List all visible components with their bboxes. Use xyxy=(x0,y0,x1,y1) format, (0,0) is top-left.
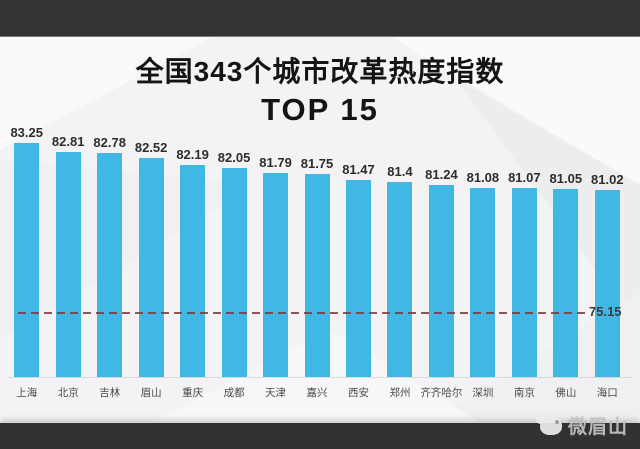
weimeishan-logo-icon xyxy=(535,414,562,435)
bar-value-label: 81.24 xyxy=(425,166,458,182)
x-axis-label: 西安 xyxy=(347,387,369,399)
bar-value-label: 81.05 xyxy=(549,170,583,186)
bar xyxy=(553,188,579,377)
bar-value-label: 83.25 xyxy=(10,125,43,141)
x-axis-label: 吉林 xyxy=(99,387,121,399)
bar-column: 82.81 北京 xyxy=(47,134,88,399)
x-axis-label: 嘉兴 xyxy=(306,387,328,399)
bar-column: 82.05 成都 xyxy=(213,150,254,399)
bar-value-label: 81.02 xyxy=(591,171,624,187)
bar-value-label: 81.08 xyxy=(466,170,500,186)
x-axis-line xyxy=(8,377,632,378)
x-axis-label: 郑州 xyxy=(389,387,411,399)
bar-value-label: 81.47 xyxy=(342,162,375,178)
x-axis-label: 眉山 xyxy=(140,387,162,399)
x-axis-label: 北京 xyxy=(57,387,79,399)
reference-line xyxy=(18,311,588,314)
x-axis-label: 上海 xyxy=(16,387,38,399)
bar-column: 81.07 南京 xyxy=(504,170,545,399)
bar-chart: 83.25 上海 82.81 北京 82.78 吉林 82.52 眉山 82.19 重庆 82.05… xyxy=(6,36,628,399)
bar-column: 83.25 上海 xyxy=(6,125,47,399)
x-axis-label: 南京 xyxy=(513,387,535,399)
bar-column: 81.75 嘉兴 xyxy=(296,156,337,399)
watermark-text: 微眉山 xyxy=(567,417,628,438)
bar-value-label: 82.78 xyxy=(93,134,126,150)
bar xyxy=(304,174,330,377)
chart-title-line1: 全国343个城市改革热度指数 xyxy=(135,56,505,87)
bar-value-label: 81.07 xyxy=(508,170,541,186)
watermark: 微眉山 xyxy=(535,412,628,439)
x-axis-label: 佛山 xyxy=(555,387,577,399)
bar xyxy=(138,158,164,377)
x-axis-label: 天津 xyxy=(265,387,287,399)
bar xyxy=(470,188,496,377)
bar-column: 81.4 郑州 xyxy=(379,164,420,400)
x-axis-label: 海口 xyxy=(596,387,618,399)
bar-column: 82.78 吉林 xyxy=(89,135,130,399)
bar xyxy=(180,165,206,377)
bar xyxy=(263,173,289,377)
bar-column: 81.24 齐齐哈尔 xyxy=(420,166,463,399)
top-letterbox-bar xyxy=(0,0,640,37)
bar-column: 81.08 深圳 xyxy=(462,170,503,399)
bar xyxy=(387,181,413,377)
bar xyxy=(594,189,620,377)
bar xyxy=(345,180,371,377)
reference-line-label: 75.15 xyxy=(589,303,622,319)
bar-value-label: 82.05 xyxy=(217,150,251,165)
bar xyxy=(428,184,454,377)
x-axis-label: 成都 xyxy=(223,387,245,399)
bar xyxy=(55,152,81,377)
bar-column: 81.47 西安 xyxy=(338,162,379,399)
bar-column: 82.19 重庆 xyxy=(172,147,213,399)
bar-column: 81.02 海口 xyxy=(587,172,628,400)
x-axis-label: 深圳 xyxy=(472,387,494,399)
bar-value-label: 82.81 xyxy=(51,134,85,150)
bar xyxy=(97,152,123,377)
chart-title-line2: TOP 15 xyxy=(261,92,379,127)
bar-column: 81.05 佛山 xyxy=(545,171,586,399)
x-axis-label: 齐齐哈尔 xyxy=(420,387,463,399)
bar-value-label: 81.79 xyxy=(259,155,292,171)
bar-value-label: 82.52 xyxy=(134,140,168,156)
bottom-letterbox-bar xyxy=(0,423,640,449)
bar-value-label: 81.75 xyxy=(300,156,334,172)
bar xyxy=(511,188,537,377)
bar xyxy=(221,168,247,377)
bar-column: 81.79 天津 xyxy=(255,155,296,399)
bar-value-label: 82.19 xyxy=(176,147,209,163)
bar xyxy=(14,143,40,377)
x-axis-label: 重庆 xyxy=(182,387,204,399)
bar-column: 82.52 眉山 xyxy=(130,140,171,399)
bar-value-label: 81.4 xyxy=(387,163,413,179)
chart-title: 全国343个城市改革热度指数 TOP 15 xyxy=(0,50,640,128)
